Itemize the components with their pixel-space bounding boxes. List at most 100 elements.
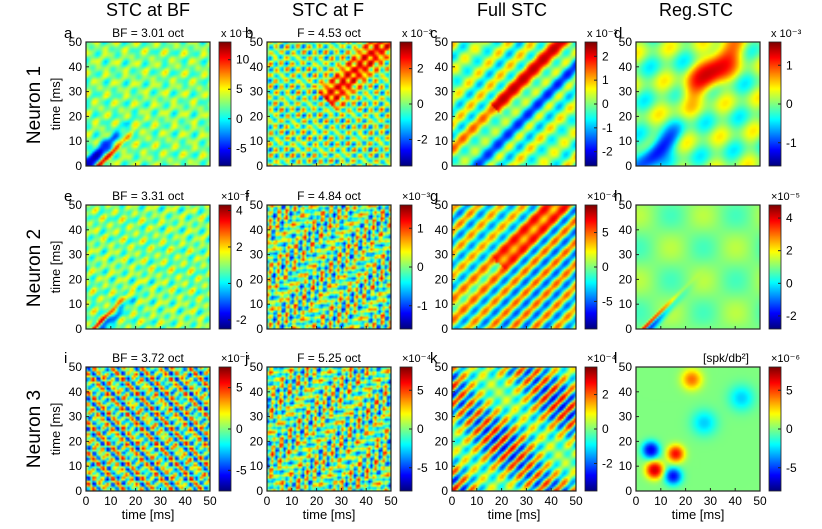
colorbar-tick-label: 0 xyxy=(602,97,609,111)
x-tick-label: 0 xyxy=(633,494,640,508)
y-tick-label: 30 xyxy=(435,85,449,99)
x-tick-label: 20 xyxy=(310,494,324,508)
y-tick-label: 20 xyxy=(619,109,633,123)
y-tick-label: 10 xyxy=(69,459,83,473)
y-tick-label: 10 xyxy=(619,134,633,148)
heatmap-i xyxy=(86,367,210,491)
x-tick-label: 0 xyxy=(449,494,456,508)
colorbar-tick-label: 0 xyxy=(786,276,793,290)
colorbar-exponent: x 10⁻³ xyxy=(221,28,252,40)
colorbar-d xyxy=(769,42,781,166)
panel-annotation: F = 4.53 oct xyxy=(297,26,361,40)
colorbar-tick-label: 4 xyxy=(236,203,243,217)
x-tick-label: 40 xyxy=(729,494,743,508)
panel-letter: c xyxy=(430,25,438,42)
y-tick-label: 20 xyxy=(250,434,264,448)
y-tick-label: 0 xyxy=(625,159,632,173)
x-tick-label: 50 xyxy=(384,494,398,508)
y-tick-label: 40 xyxy=(619,223,633,237)
heatmap-j xyxy=(267,367,391,491)
y-tick-label: 40 xyxy=(619,60,633,74)
colorbar-tick-label: -5 xyxy=(786,461,797,475)
x-axis-label: time [ms] xyxy=(488,507,541,522)
axes-box-e xyxy=(85,204,211,330)
colorbar-g xyxy=(585,205,597,329)
heatmap-l xyxy=(636,367,760,491)
heatmap-e xyxy=(86,205,210,329)
panel-letter: h xyxy=(614,188,622,205)
colorbar-exponent: ×10⁻⁴ xyxy=(221,353,250,365)
axes-box-k xyxy=(451,366,577,492)
axes-box-l xyxy=(635,366,761,492)
colorbar-l xyxy=(769,367,781,491)
colorbar-frame xyxy=(218,204,232,330)
panel-letter: e xyxy=(64,188,72,205)
y-tick-label: 50 xyxy=(250,198,264,212)
y-tick-label: 20 xyxy=(69,434,83,448)
y-tick-label: 30 xyxy=(250,85,264,99)
panel-letter: g xyxy=(430,188,438,205)
colorbar-tick-label: -5 xyxy=(602,294,613,308)
colorbar-tick-label: -2 xyxy=(417,132,428,146)
y-tick-label: 20 xyxy=(250,272,264,286)
column-title-2: STC at F xyxy=(292,0,364,20)
y-axis-label: time [ms] xyxy=(48,403,63,456)
x-tick-label: 30 xyxy=(520,494,534,508)
y-tick-label: 40 xyxy=(250,60,264,74)
colorbar-e xyxy=(219,205,231,329)
colorbar-tick-label: 0 xyxy=(417,260,424,274)
colorbar-tick-label: -1 xyxy=(786,136,797,150)
colorbar-j xyxy=(400,367,412,491)
colorbar-tick-label: 2 xyxy=(417,62,424,76)
panel-c: c 0 10 20 30 40 50 -2 -1 0 1 2 x 10⁻³ xyxy=(430,25,618,173)
panel-letter: l xyxy=(614,350,617,367)
axes-box-d xyxy=(635,41,761,167)
colorbar-exponent: ×10⁻⁵ xyxy=(771,191,800,203)
colorbar-tick-label: -2 xyxy=(602,145,613,159)
colorbar-tick-label: -2 xyxy=(602,456,613,470)
y-axis-label: time [ms] xyxy=(48,241,63,294)
heatmap-f xyxy=(267,205,391,329)
colorbar-i xyxy=(219,367,231,491)
colorbar-tick-label: 5 xyxy=(786,383,793,397)
x-axis-label: time [ms] xyxy=(672,507,725,522)
y-tick-label: 40 xyxy=(250,385,264,399)
colorbar-tick-label: 2 xyxy=(602,388,609,402)
colorbar-tick-label: 0 xyxy=(417,97,424,111)
colorbar-exponent: ×10⁻⁶ xyxy=(771,353,800,365)
y-tick-label: 50 xyxy=(69,360,83,374)
y-tick-label: 50 xyxy=(435,198,449,212)
column-title-1: STC at BF xyxy=(106,0,190,20)
heatmap-a xyxy=(86,42,210,166)
y-tick-label: 30 xyxy=(250,410,264,424)
panel-k: k 0 10 20 30 40 50 0 10 20 30 40 50 time [ms] -2 0 2 ×10⁻… xyxy=(430,350,616,522)
y-tick-label: 20 xyxy=(435,109,449,123)
y-tick-label: 30 xyxy=(69,410,83,424)
panel-a: a BF = 3.01 oct 0 10 20 30 40 50 time [ms] -5 0 5 10… xyxy=(48,25,252,173)
panel-h: h 0 10 20 30 40 50 -2 0 2 4 ×10⁻⁵ xyxy=(614,188,800,336)
y-tick-label: 10 xyxy=(619,459,633,473)
row-title-3: Neuron 3 xyxy=(24,390,45,468)
colorbar-tick-label: 0 xyxy=(236,276,243,290)
y-tick-label: 20 xyxy=(619,272,633,286)
heatmap-h xyxy=(636,205,760,329)
x-tick-label: 10 xyxy=(104,494,118,508)
axes-box-a xyxy=(85,41,211,167)
colorbar-tick-label: -5 xyxy=(417,461,428,475)
panel-b: b F = 4.53 oct 0 10 20 30 40 50 -2 0 2 x 10⁻³ xyxy=(245,25,433,173)
y-tick-label: 10 xyxy=(435,134,449,148)
x-tick-label: 30 xyxy=(704,494,718,508)
y-tick-label: 10 xyxy=(619,297,633,311)
x-tick-label: 30 xyxy=(154,494,168,508)
axes-box-c xyxy=(451,41,577,167)
panel-f: f F = 4.84 oct 0 10 20 30 40 50 -1 0 1 ×10⁻³ xyxy=(245,188,430,336)
y-tick-label: 10 xyxy=(69,134,83,148)
colorbar-exponent: x 10⁻³ xyxy=(402,28,433,40)
y-tick-label: 30 xyxy=(250,248,264,262)
panel-g: g 0 10 20 30 40 50 -5 0 5 ×10⁻⁴ xyxy=(430,188,616,336)
x-tick-label: 40 xyxy=(545,494,559,508)
y-tick-label: 10 xyxy=(250,459,264,473)
